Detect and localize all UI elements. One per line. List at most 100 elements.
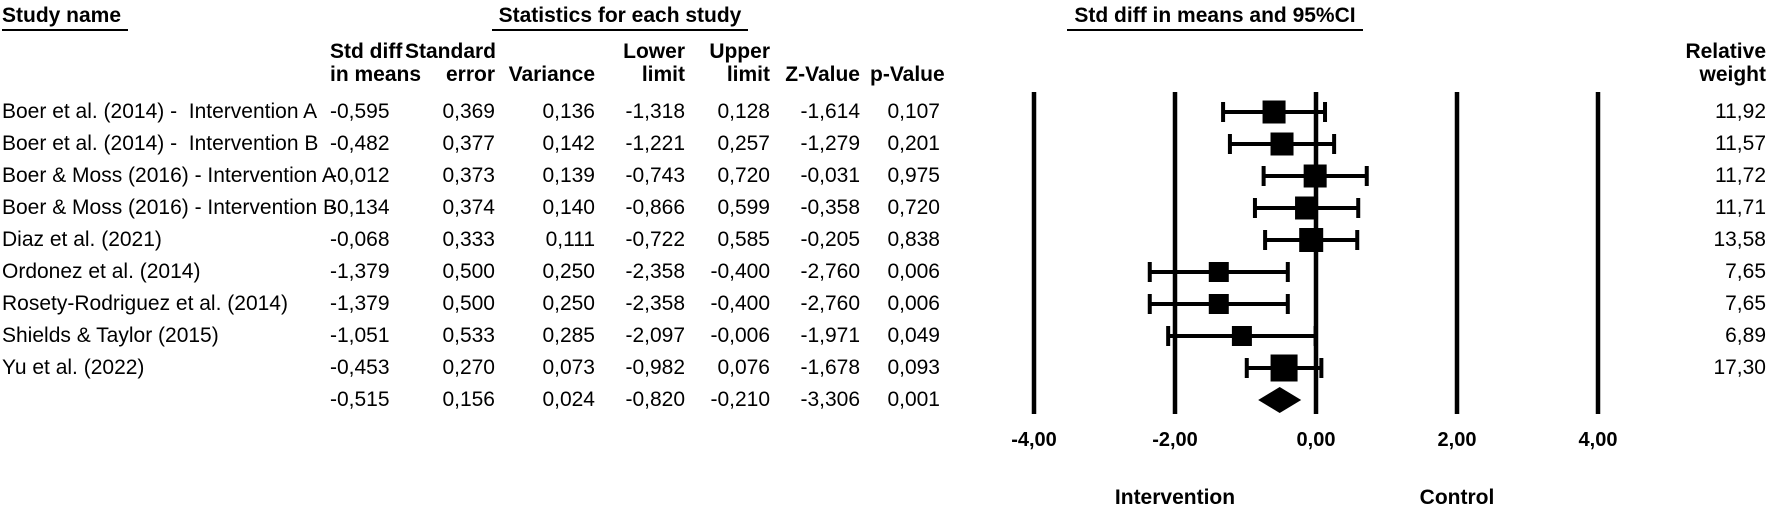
cell-z: -1,279 [800, 132, 860, 155]
relative-weight-header-line1: Relative [1685, 40, 1766, 63]
cell-upper: 0,585 [717, 228, 770, 251]
cell-variance: 0,139 [542, 164, 595, 187]
cell-std_diff: -1,051 [330, 324, 390, 347]
cell-lower: -2,358 [625, 292, 685, 315]
x-axis-tick-label: 2,00 [1437, 429, 1477, 451]
table-row: Ordonez et al. (2014) -1,379 0,500 0,250 -2,… [0, 256, 1770, 288]
cell-lower: -0,820 [625, 388, 685, 411]
cell-z: -2,760 [800, 260, 860, 283]
cell-study: Rosety-Rodriguez et al. (2014) [2, 292, 288, 315]
effect-square [1299, 228, 1324, 252]
cell-std_err: 0,270 [442, 356, 495, 379]
cell-variance: 0,140 [542, 196, 595, 219]
column-header-line1: Lower [623, 40, 685, 63]
column-header-line2: limit [726, 63, 770, 86]
cell-variance: 0,024 [542, 388, 595, 411]
plot-section-header: Std diff in means and 95%CI [1040, 4, 1390, 31]
cell-upper: 0,257 [717, 132, 770, 155]
cell-variance: 0,142 [542, 132, 595, 155]
cell-variance: 0,285 [542, 324, 595, 347]
cell-lower: -0,722 [625, 228, 685, 251]
x-axis-tick-label: -2,00 [1152, 429, 1198, 451]
cell-std_err: 0,377 [442, 132, 495, 155]
relative-weight-header: Relative weight [1650, 40, 1770, 86]
cell-std_err: 0,156 [442, 388, 495, 411]
cell-lower: -1,221 [625, 132, 685, 155]
column-header: Standard error [405, 40, 505, 86]
column-header: Std diff in means [330, 40, 421, 86]
cell-upper: -0,006 [710, 324, 770, 347]
table-row: Shields & Taylor (2015) -1,051 0,533 0,285 -… [0, 320, 1770, 352]
cell-p: 0,049 [887, 324, 940, 347]
cell-lower: -0,866 [625, 196, 685, 219]
effect-square [1208, 294, 1229, 314]
cell-std_err: 0,373 [442, 164, 495, 187]
study-name-header-text: Study name [2, 4, 129, 31]
cell-std_diff: -1,379 [330, 260, 390, 283]
cell-lower: -0,982 [625, 356, 685, 379]
x-axis-tick-label: 4,00 [1578, 429, 1618, 451]
plot-section-header-text: Std diff in means and 95%CI [1067, 4, 1363, 31]
cell-std_err: 0,500 [442, 292, 495, 315]
cell-variance: 0,250 [542, 260, 595, 283]
column-header-line2: p-Value [870, 63, 945, 86]
effect-square [1270, 132, 1294, 156]
cell-std_diff: -0,012 [330, 164, 390, 187]
column-header-line2: Z-Value [785, 63, 860, 86]
x-axis-tick-label: -4,00 [1011, 429, 1057, 451]
cell-p: 0,720 [887, 196, 940, 219]
effect-square [1208, 262, 1229, 282]
cell-lower: -2,097 [625, 324, 685, 347]
cell-std_err: 0,374 [442, 196, 495, 219]
cell-upper: 0,720 [717, 164, 770, 187]
effect-square [1262, 100, 1286, 124]
statistics-section-header: Statistics for each study [455, 4, 785, 31]
column-header-line1: Standard [405, 40, 497, 63]
cell-upper: -0,400 [710, 260, 770, 283]
cell-p: 0,001 [887, 388, 940, 411]
column-header-line2: error [445, 63, 495, 86]
cell-z: -2,760 [800, 292, 860, 315]
effect-square [1270, 354, 1298, 382]
cell-lower: -2,358 [625, 260, 685, 283]
forest-plot [1031, 92, 1601, 414]
cell-weight: 11,72 [1715, 164, 1766, 187]
cell-p: 0,107 [887, 100, 940, 123]
column-header-line2: limit [641, 63, 685, 86]
table-row: Boer et al. (2014) - Intervention A -0,59… [0, 96, 1770, 128]
cell-z: -0,358 [800, 196, 860, 219]
cell-variance: 0,111 [545, 228, 595, 251]
axis-left-label: Intervention [1114, 486, 1236, 509]
cell-lower: -0,743 [625, 164, 685, 187]
cell-z: -1,614 [800, 100, 860, 123]
table-row: Diaz et al. (2021) -0,068 0,333 0,111 -0,722… [0, 224, 1770, 256]
cell-weight: 7,65 [1725, 292, 1766, 315]
cell-variance: 0,250 [542, 292, 595, 315]
cell-study: Boer & Moss (2016) - Intervention A [2, 164, 336, 187]
cell-p: 0,838 [887, 228, 940, 251]
cell-upper: 0,599 [717, 196, 770, 219]
effect-square [1303, 164, 1327, 188]
column-header-line1: Upper [709, 40, 770, 63]
cell-weight: 7,65 [1725, 260, 1766, 283]
summary-diamond [1258, 387, 1302, 413]
effect-square [1231, 326, 1252, 346]
cell-weight: 11,57 [1715, 132, 1766, 155]
cell-std_err: 0,369 [442, 100, 495, 123]
cell-std_diff: -0,134 [330, 196, 390, 219]
x-axis-tick-label: 0,00 [1296, 429, 1336, 451]
statistics-section-header-text: Statistics for each study [491, 4, 749, 31]
cell-std_diff: -0,482 [330, 132, 390, 155]
cell-study: Boer et al. (2014) - Intervention B [2, 132, 319, 155]
summary-row: -0,515 0,156 0,024 -0,820 -0,210 -3,306 0,001 [0, 384, 1770, 416]
table-row: Boer & Moss (2016) - Intervention B -0,13… [0, 192, 1770, 224]
cell-weight: 6,89 [1725, 324, 1766, 347]
cell-std_diff: -0,068 [330, 228, 390, 251]
column-header-line2: Variance [508, 63, 595, 86]
cell-study: Boer et al. (2014) - Intervention A [2, 100, 318, 123]
column-header: Variance [505, 63, 605, 86]
column-header: Z-Value [780, 63, 870, 86]
cell-upper: -0,210 [710, 388, 770, 411]
cell-weight: 11,92 [1715, 100, 1766, 123]
table-row: Rosety-Rodriguez et al. (2014) -1,379 0,50… [0, 288, 1770, 320]
